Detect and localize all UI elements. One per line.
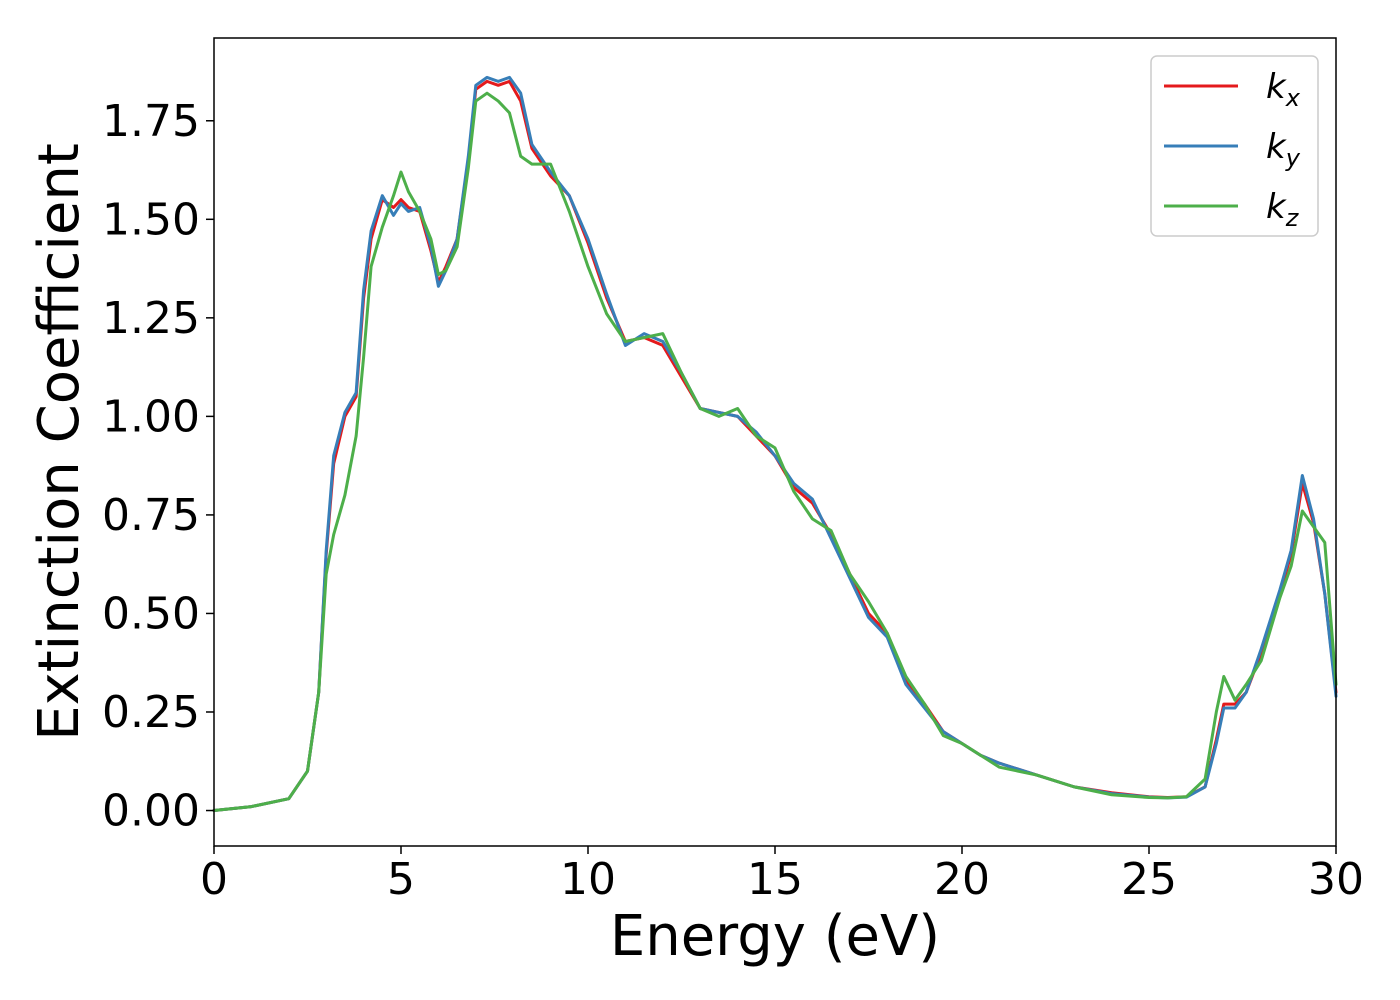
y-tick-label: 1.25 [102, 293, 200, 344]
series-line-z [212, 91, 1338, 813]
x-tick-label: 25 [1121, 854, 1177, 905]
x-tick-label: 30 [1308, 854, 1364, 905]
y-axis-title: Extinction Coefficient [27, 143, 92, 741]
y-tick-label: 1.00 [102, 391, 200, 442]
y-tick-label: 0.75 [102, 490, 200, 541]
x-tick-label: 15 [747, 854, 803, 905]
series-layer [212, 75, 1338, 813]
y-tick-label: 0.25 [102, 687, 200, 738]
x-tick-label: 20 [934, 854, 990, 905]
legend-label-y: ky [1266, 127, 1301, 172]
y-axis: 0.00 0.25 0.50 0.75 1.00 1.25 1.50 1.75 [102, 96, 214, 837]
x-tick-label: 0 [200, 854, 228, 905]
x-tick-label: 10 [560, 854, 616, 905]
y-tick-label: 0.00 [102, 786, 200, 837]
y-tick-label: 1.75 [102, 96, 200, 147]
y-tick-label: 0.50 [102, 588, 200, 639]
x-axis-title: Energy (eV) [610, 904, 940, 969]
x-axis: 0 5 10 15 20 25 30 [200, 846, 1364, 905]
x-tick-label: 5 [387, 854, 415, 905]
y-tick-label: 1.50 [102, 194, 200, 245]
